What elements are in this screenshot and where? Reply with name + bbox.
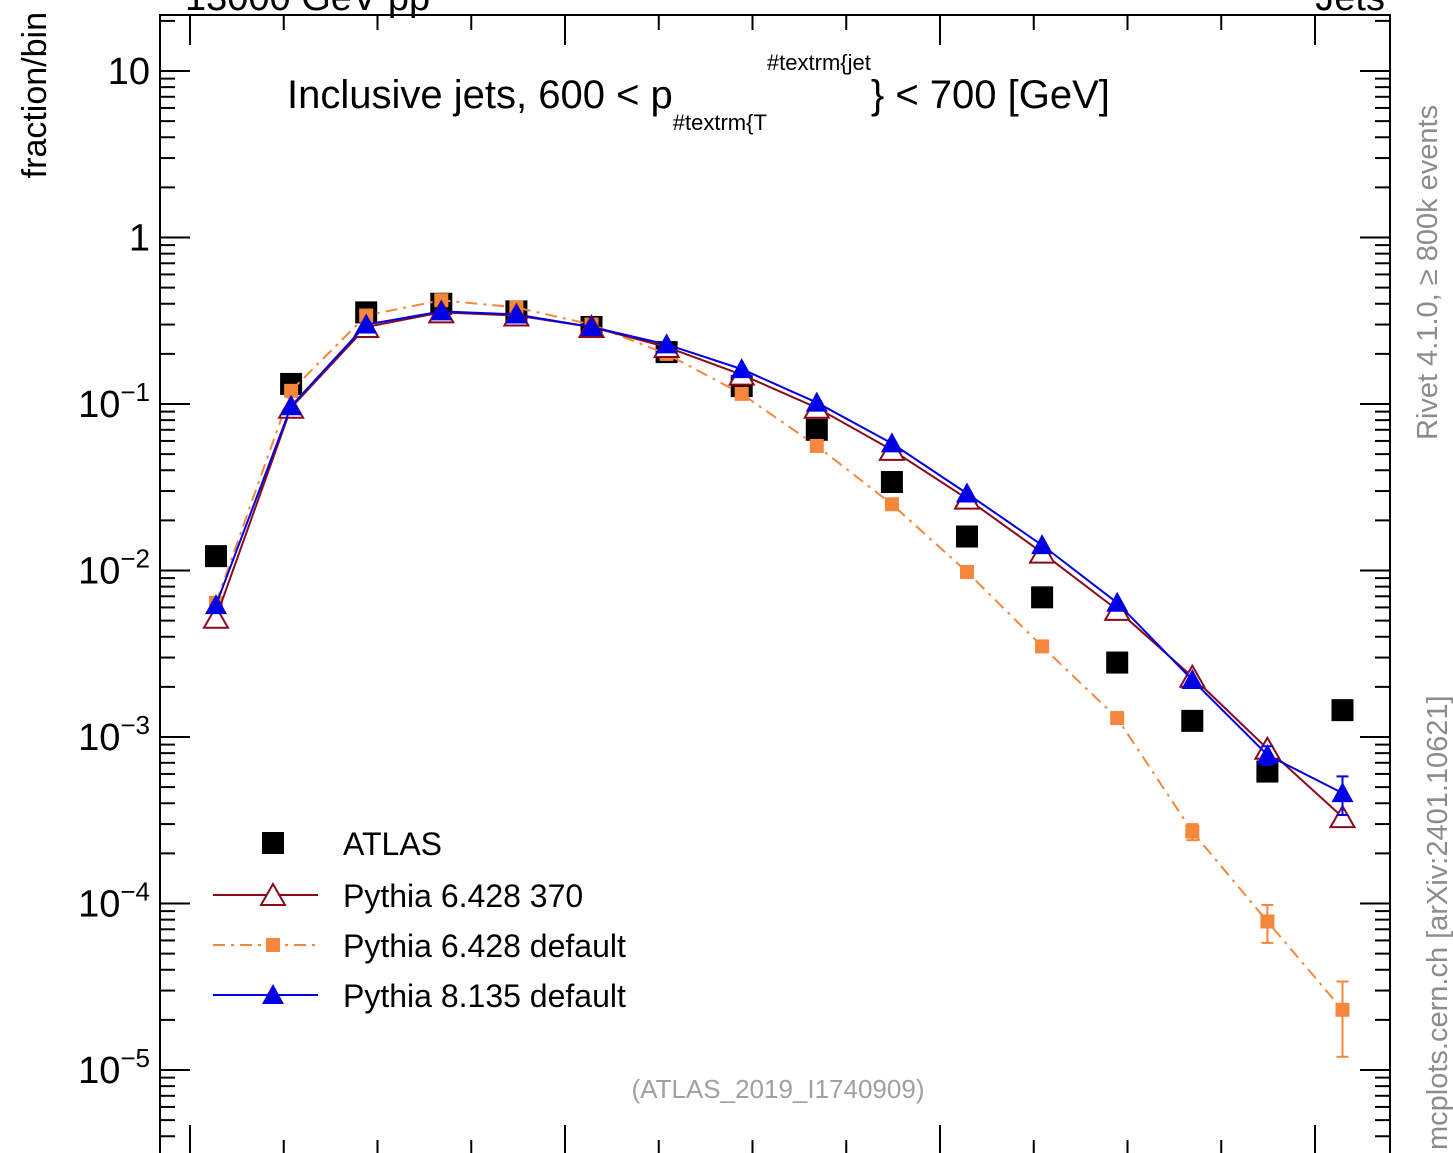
legend-label: Pythia 8.135 default xyxy=(343,978,626,1014)
legend-label: Pythia 6.428 default xyxy=(343,928,626,964)
data-point xyxy=(1328,804,1357,829)
header-right-text: Jets xyxy=(1315,0,1385,19)
y-tick-label: 10−5 xyxy=(78,1043,150,1092)
data-point xyxy=(960,564,974,579)
data-point xyxy=(1031,534,1054,555)
series-pythia-8-135-default xyxy=(205,300,1354,817)
legend-marker xyxy=(262,984,284,1004)
data-point xyxy=(1181,709,1204,732)
data-point xyxy=(734,386,749,401)
data-point xyxy=(880,471,903,494)
y-tick-label: 10−4 xyxy=(78,877,150,926)
y-tick-label: 10 xyxy=(108,51,150,93)
analysis-watermark: (ATLAS_2019_I1740909) xyxy=(632,1074,925,1104)
data-point xyxy=(1335,1002,1350,1017)
data-point xyxy=(884,497,899,512)
y-tick-label: 10−1 xyxy=(78,377,150,426)
series-atlas xyxy=(205,292,1354,783)
data-point xyxy=(1106,651,1129,674)
legend: ATLAS Pythia 6.428 370 Pythia 6.428 defaul… xyxy=(213,826,626,1014)
legend-label: ATLAS xyxy=(343,826,442,862)
data-point xyxy=(956,525,978,548)
y-tick-label: 1 xyxy=(129,218,150,260)
data-point xyxy=(880,432,903,453)
legend-marker xyxy=(262,832,284,854)
data-point xyxy=(1181,668,1204,689)
series-line xyxy=(215,299,1344,1011)
data-point xyxy=(280,395,303,416)
data-point xyxy=(430,300,453,321)
data-point xyxy=(956,482,978,503)
y-axis-ticks xyxy=(160,19,1390,1138)
plot-frame xyxy=(159,14,1391,1153)
header-left-text: 13000 GeV pp xyxy=(185,0,430,19)
data-point xyxy=(1260,914,1275,929)
data-point xyxy=(505,303,528,324)
rivet-info-text: Rivet 4.1.0, ≥ 800k events xyxy=(1412,105,1444,440)
data-point xyxy=(1331,699,1354,722)
data-point xyxy=(805,418,828,441)
chart-title: Inclusive jets, 600 < p#textrm{T#textrm{… xyxy=(287,50,1110,135)
data-point xyxy=(580,316,603,337)
series-line xyxy=(215,311,1344,818)
data-point xyxy=(355,313,378,334)
data-point xyxy=(1035,639,1050,654)
series-line xyxy=(215,310,1343,795)
data-point xyxy=(1110,711,1125,726)
series-layer xyxy=(202,292,1357,1058)
data-point xyxy=(202,604,230,629)
data-point xyxy=(1331,782,1354,803)
data-point xyxy=(805,391,828,412)
data-point xyxy=(1256,760,1279,783)
data-point xyxy=(1031,586,1054,609)
y-tick-label: 10−3 xyxy=(78,710,150,759)
y-tick-label: 10−2 xyxy=(78,544,150,593)
data-point xyxy=(205,594,227,615)
legend-label: Pythia 6.428 370 xyxy=(343,878,583,914)
y-axis-tick-labels: 10 1 10−1 10−2 10−3 10−4 10−5 xyxy=(78,51,150,1092)
data-point xyxy=(655,333,678,354)
series-pythia-6-428-370 xyxy=(202,299,1357,829)
data-point xyxy=(284,383,299,398)
data-point xyxy=(1185,824,1200,839)
legend-marker xyxy=(259,881,287,906)
data-point xyxy=(730,358,753,379)
data-point xyxy=(1256,743,1279,764)
data-point xyxy=(809,438,824,453)
mcplots-info-text: mcplots.cern.ch [arXiv:2401.10621] xyxy=(1422,695,1453,1150)
data-point xyxy=(205,545,227,568)
legend-marker xyxy=(266,938,280,952)
x-axis-ticks xyxy=(189,15,1316,1153)
data-point xyxy=(1106,591,1129,612)
y-axis-label: fraction/bin xyxy=(16,12,54,178)
